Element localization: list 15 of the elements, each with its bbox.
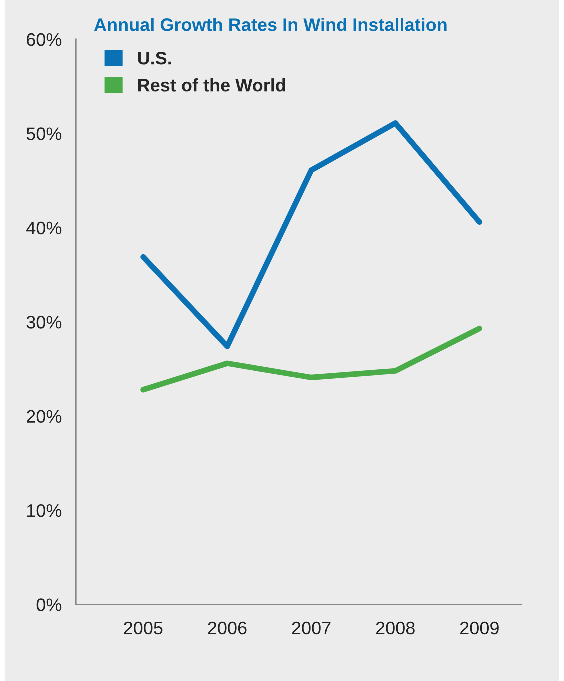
legend-label: Rest of the World — [138, 78, 286, 92]
legend-label: U.S. — [138, 52, 172, 65]
y-tick-label: 60% — [27, 33, 62, 46]
y-tick-label: 20% — [27, 410, 62, 424]
chart-title: Annual Growth Rates In Wind Installation — [94, 18, 447, 32]
x-tick-label: 2006 — [208, 622, 247, 635]
y-tick-label: 40% — [26, 222, 62, 235]
x-tick-label: 2007 — [292, 622, 331, 635]
x-tick-label: 2005 — [124, 622, 163, 635]
y-tick-label: 30% — [26, 316, 62, 329]
y-tick-label: 10% — [27, 504, 62, 518]
x-tick-label: 2008 — [376, 622, 415, 635]
y-tick-label: 0% — [36, 598, 62, 612]
x-tick-label: 2009 — [460, 622, 499, 635]
y-tick-label: 50% — [26, 128, 62, 140]
